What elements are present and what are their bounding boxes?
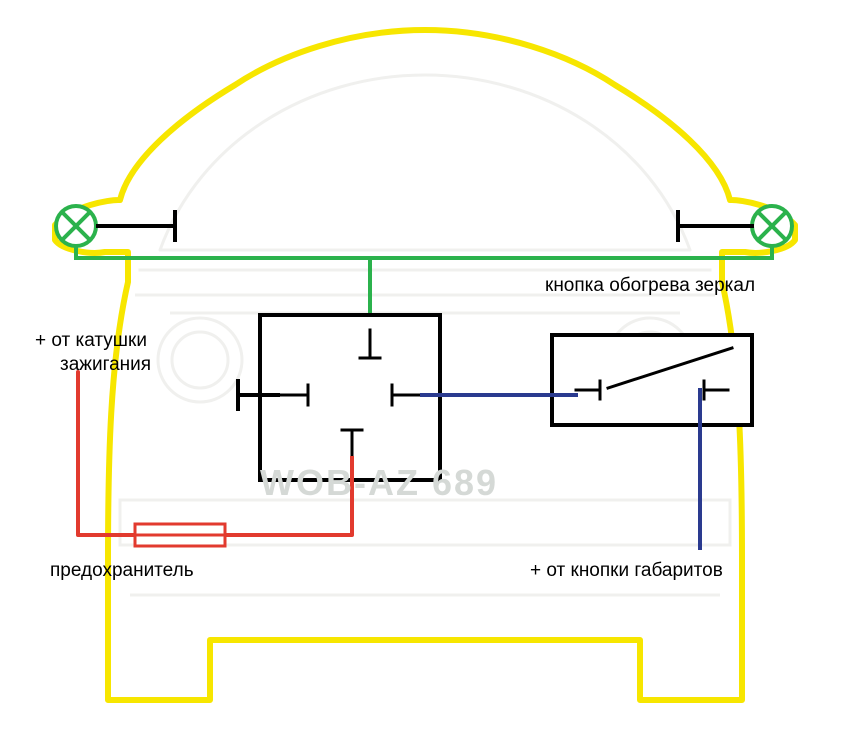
- label-mirror-heat-button: кнопка обогрева зеркал: [545, 275, 755, 297]
- switch-box: [552, 335, 752, 425]
- car-windshield: [160, 75, 690, 250]
- relay-box: [260, 315, 440, 480]
- license-plate-text: WOB-AZ 689: [260, 462, 498, 504]
- label-ignition-coil-2: зажигания: [60, 354, 151, 376]
- label-ignition-coil-1: + от катушки: [35, 330, 147, 352]
- left-headlamp-inner: [172, 332, 228, 388]
- label-parking-lights: + от кнопки габаритов: [530, 560, 723, 582]
- label-fuse: предохранитель: [50, 560, 194, 582]
